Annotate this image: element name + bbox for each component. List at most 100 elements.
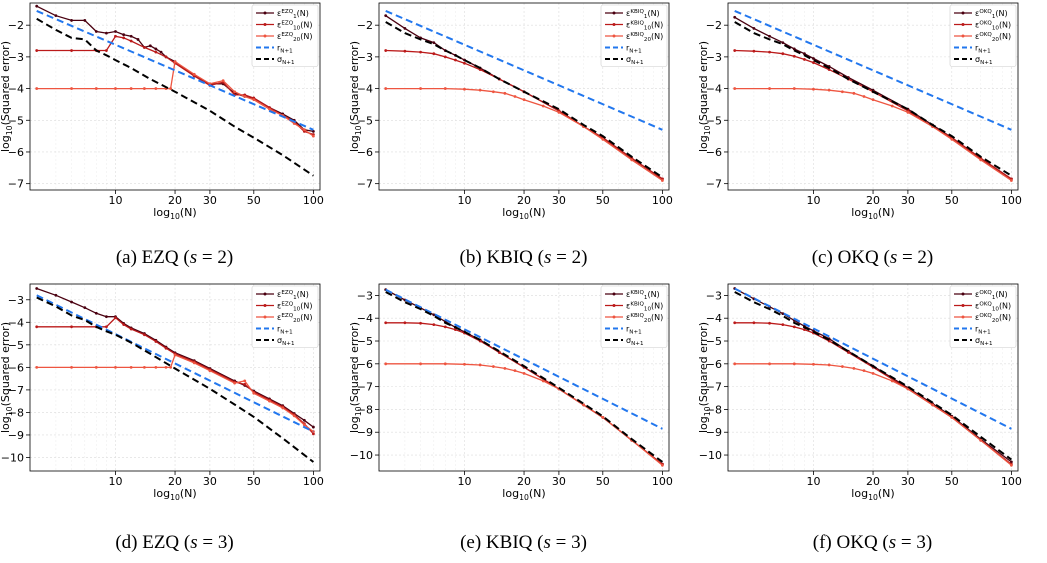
- data-point: [950, 137, 954, 141]
- data-point: [35, 4, 39, 8]
- data-point: [54, 293, 58, 297]
- data-point: [601, 137, 605, 141]
- y-tick-label: −4: [8, 316, 24, 329]
- x-axis-label: log10(N): [502, 206, 545, 221]
- legend-label: εOKQ20(N): [975, 313, 1011, 324]
- legend-marker: [263, 23, 267, 26]
- series-line-4: [385, 291, 663, 463]
- data-point: [768, 50, 771, 54]
- legend-marker: [612, 315, 616, 319]
- y-tick-label: −3: [706, 289, 722, 302]
- x-tick-label: 20: [168, 475, 182, 488]
- data-point: [852, 91, 856, 95]
- legend-label: rN+1: [626, 44, 642, 55]
- data-point: [159, 50, 163, 54]
- legend-box: [251, 4, 319, 67]
- data-point: [768, 34, 771, 38]
- x-tick-label: 100: [652, 475, 673, 488]
- series-line-2: [734, 87, 1012, 182]
- series-line-3: [734, 9, 1012, 131]
- y-tick-label: −3: [357, 51, 373, 64]
- y-tick-label: −10: [1, 451, 24, 464]
- data-point: [105, 31, 108, 35]
- legend-box: [600, 285, 668, 348]
- chart-f: 10 20 30 50 100 −3 −4 −5 −6 −7 −8 −9 −10 log10(N) log1…: [698, 283, 1022, 502]
- data-point: [541, 104, 545, 108]
- legend: εOKQ1(N)εOKQ10(N)εOKQ20(N)rN+1σN+1: [949, 4, 1017, 67]
- data-point: [979, 158, 983, 162]
- panel-c: 10 20 30 50 100 −2 −3 −4 −5 −6 −7 log10(N) log10(Squ…: [698, 0, 1047, 281]
- chart-d: 10 20 30 50 100 −3 −4 −5 −6 −7 −8 −9 −10 log10(N) log1…: [0, 283, 324, 502]
- legend-marker: [961, 11, 965, 15]
- x-tick-label: 30: [901, 194, 915, 207]
- panel-d: 10 20 30 50 100 −3 −4 −5 −6 −7 −8 −9 −10 log10(N) log1…: [0, 281, 349, 562]
- x-tick-label: 30: [901, 475, 915, 488]
- y-axis-label: log10(Squared error): [698, 41, 712, 152]
- data-point: [781, 52, 785, 56]
- panel-a: 10 20 30 50 100 −2 −3 −4 −5 −6 −7 log10(N) log10(Squ…: [0, 0, 349, 281]
- data-point: [129, 39, 133, 43]
- y-tick-label: −10: [699, 449, 722, 462]
- data-point: [384, 362, 388, 366]
- legend-label: εOKQ10(N): [975, 20, 1011, 31]
- legend-label: rN+1: [626, 325, 642, 336]
- x-tick-label: 20: [866, 194, 880, 207]
- data-point: [129, 327, 133, 331]
- data-point: [463, 87, 466, 91]
- data-point: [443, 55, 447, 59]
- y-tick-label: −7: [8, 178, 24, 191]
- x-tick-label: 20: [866, 475, 880, 488]
- legend: εOKQ1(N)εOKQ10(N)εOKQ20(N)rN+1σN+1: [949, 285, 1017, 348]
- data-point: [281, 406, 285, 410]
- legend-marker: [612, 34, 616, 38]
- x-tick-label: 30: [203, 475, 217, 488]
- data-point: [522, 371, 526, 375]
- data-point: [105, 315, 108, 319]
- data-point: [1009, 463, 1013, 467]
- data-point: [105, 325, 108, 329]
- data-point: [94, 30, 98, 33]
- y-tick-label: −6: [8, 361, 24, 374]
- data-point: [35, 49, 39, 52]
- data-point: [268, 107, 271, 111]
- legend-label: σN+1: [626, 336, 644, 347]
- y-axis-label: log10(Squared error): [349, 322, 363, 433]
- data-point: [812, 57, 815, 60]
- data-point: [792, 325, 796, 329]
- data-point: [513, 95, 517, 98]
- y-tick-label: −4: [8, 83, 24, 96]
- y-tick-label: −4: [357, 83, 373, 96]
- data-point: [582, 403, 586, 407]
- y-tick-label: −3: [8, 51, 24, 64]
- legend-marker: [263, 292, 267, 296]
- legend: εKBIQ1(N)εKBIQ10(N)εKBIQ20(N)rN+1σN+1: [600, 4, 668, 67]
- data-point: [862, 95, 866, 98]
- data-point: [311, 425, 315, 429]
- caption-f: (f) OKQ (s = 3): [812, 532, 933, 553]
- x-tick-label: 10: [108, 194, 122, 207]
- data-point: [142, 333, 146, 337]
- legend: εKBIQ1(N)εKBIQ10(N)εKBIQ20(N)rN+1σN+1: [600, 285, 668, 348]
- data-point: [403, 49, 407, 53]
- legend-label: σN+1: [626, 55, 644, 66]
- data-point: [1009, 179, 1013, 182]
- chart-e: 10 20 30 50 100 −3 −4 −5 −6 −7 −8 −9 −10 log10(N) log1…: [349, 283, 673, 502]
- data-point: [752, 49, 756, 53]
- data-point: [142, 87, 146, 90]
- data-point: [803, 328, 806, 332]
- x-tick-label: 20: [168, 194, 182, 207]
- data-point: [384, 321, 388, 325]
- data-point: [114, 87, 117, 90]
- y-tick-label: −3: [8, 294, 24, 307]
- data-point: [812, 87, 815, 91]
- data-point: [35, 87, 39, 90]
- data-point: [503, 366, 507, 370]
- legend-marker: [612, 304, 616, 307]
- data-point: [871, 371, 875, 375]
- data-point: [792, 362, 796, 366]
- panel-f: 10 20 30 50 100 −3 −4 −5 −6 −7 −8 −9 −10 log10(N) log1…: [698, 281, 1047, 562]
- data-point: [419, 321, 422, 325]
- x-tick-label: 100: [303, 194, 324, 207]
- data-point: [129, 365, 133, 369]
- data-point: [94, 365, 98, 369]
